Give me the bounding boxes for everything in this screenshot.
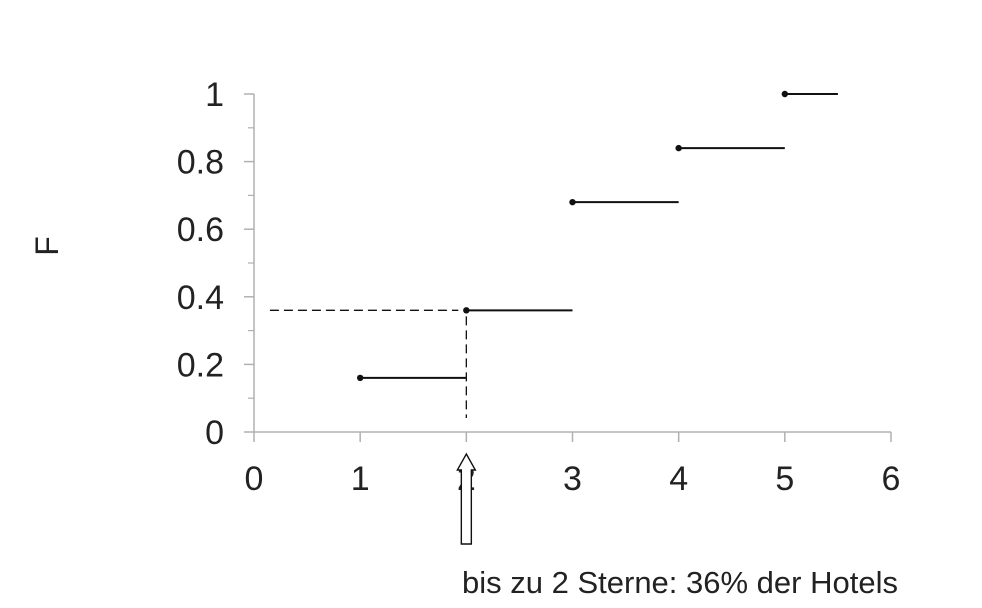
y-tick-label: 0.6 xyxy=(177,211,224,249)
annotation-text: bis zu 2 Sterne: 36% der Hotels xyxy=(462,565,898,600)
x-tick-label: 3 xyxy=(563,460,582,498)
y-tick-label: 0.2 xyxy=(177,346,224,384)
x-tick-label: 0 xyxy=(245,460,264,498)
x-tick-label: 1 xyxy=(351,460,370,498)
reference-lines xyxy=(269,309,467,418)
step-point xyxy=(781,90,789,98)
ticks: 00.20.40.60.810123456 xyxy=(177,76,901,498)
y-tick-label: 0.8 xyxy=(177,144,224,182)
step-point xyxy=(463,307,470,314)
step-point xyxy=(356,374,364,382)
y-tick-label: 0.4 xyxy=(177,279,224,317)
axes xyxy=(253,94,891,433)
y-tick-label: 1 xyxy=(205,76,224,114)
y-tick-label: 0 xyxy=(205,414,224,452)
x-tick-label: 6 xyxy=(882,460,901,498)
step-point xyxy=(675,144,682,152)
y-axis-label: F xyxy=(29,236,65,256)
step-point xyxy=(569,198,576,206)
x-tick-label: 4 xyxy=(669,460,688,498)
up-arrow-icon xyxy=(456,452,477,545)
x-tick-label: 5 xyxy=(775,460,794,498)
step-series xyxy=(356,90,838,382)
annotation-arrow xyxy=(456,452,477,545)
